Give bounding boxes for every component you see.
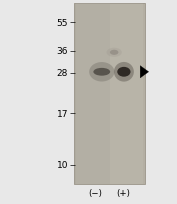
Bar	[74, 4, 145, 184]
Text: 28: 28	[57, 69, 68, 78]
Text: (−): (−)	[88, 188, 102, 197]
Bar	[74, 4, 76, 184]
Bar	[74, 4, 110, 184]
Text: 17: 17	[57, 109, 68, 118]
Ellipse shape	[107, 48, 122, 58]
Text: 36: 36	[57, 47, 68, 56]
Ellipse shape	[110, 50, 118, 55]
Bar	[143, 4, 145, 184]
Text: 55: 55	[57, 18, 68, 27]
Ellipse shape	[89, 63, 114, 82]
Ellipse shape	[117, 68, 130, 77]
Ellipse shape	[93, 69, 110, 76]
Text: 10: 10	[57, 160, 68, 169]
Polygon shape	[140, 66, 149, 79]
Text: (+): (+)	[116, 188, 130, 197]
Ellipse shape	[114, 63, 134, 82]
